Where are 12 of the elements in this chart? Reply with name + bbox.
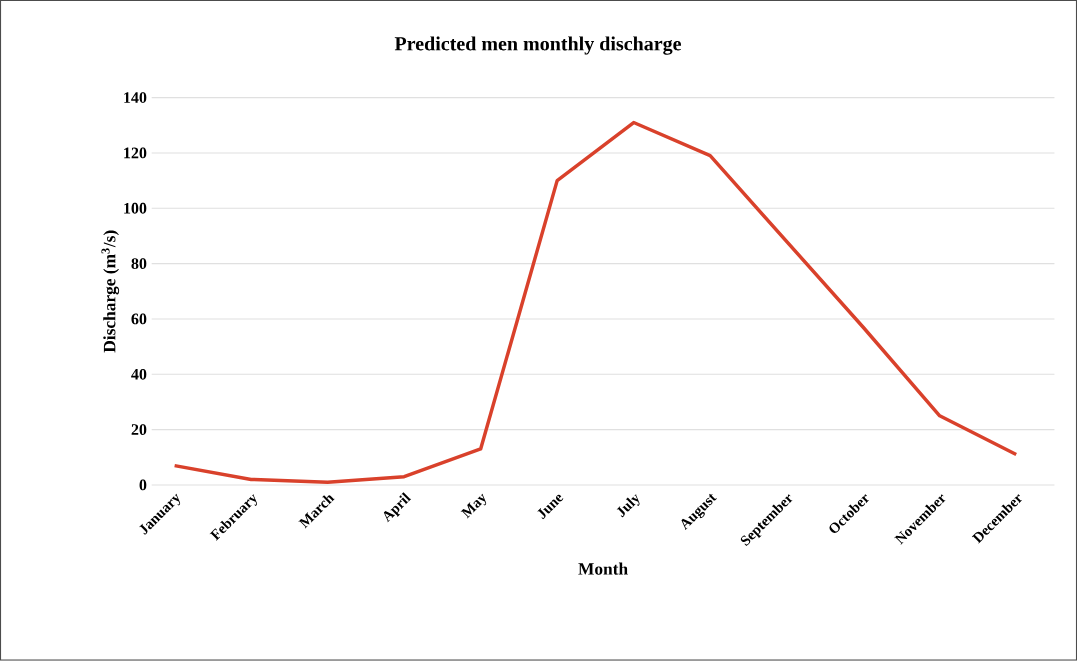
y-tick-label: 0 <box>139 479 147 491</box>
chart-title: Predicted men monthly discharge <box>394 36 682 55</box>
y-tick-label: 120 <box>124 147 147 159</box>
x-tick-label: July <box>616 494 640 518</box>
y-axis-title: Discharge (m$^{3}$/s) <box>101 230 120 353</box>
y-tick-label: 140 <box>124 92 147 104</box>
y-tick-label: 60 <box>131 313 147 325</box>
y-tick-label: 40 <box>131 369 147 380</box>
x-axis-title: Month <box>578 562 628 575</box>
y-tick-label: 80 <box>131 258 147 270</box>
y-tick-label: 20 <box>131 424 147 436</box>
y-tick-label: 100 <box>124 203 147 214</box>
